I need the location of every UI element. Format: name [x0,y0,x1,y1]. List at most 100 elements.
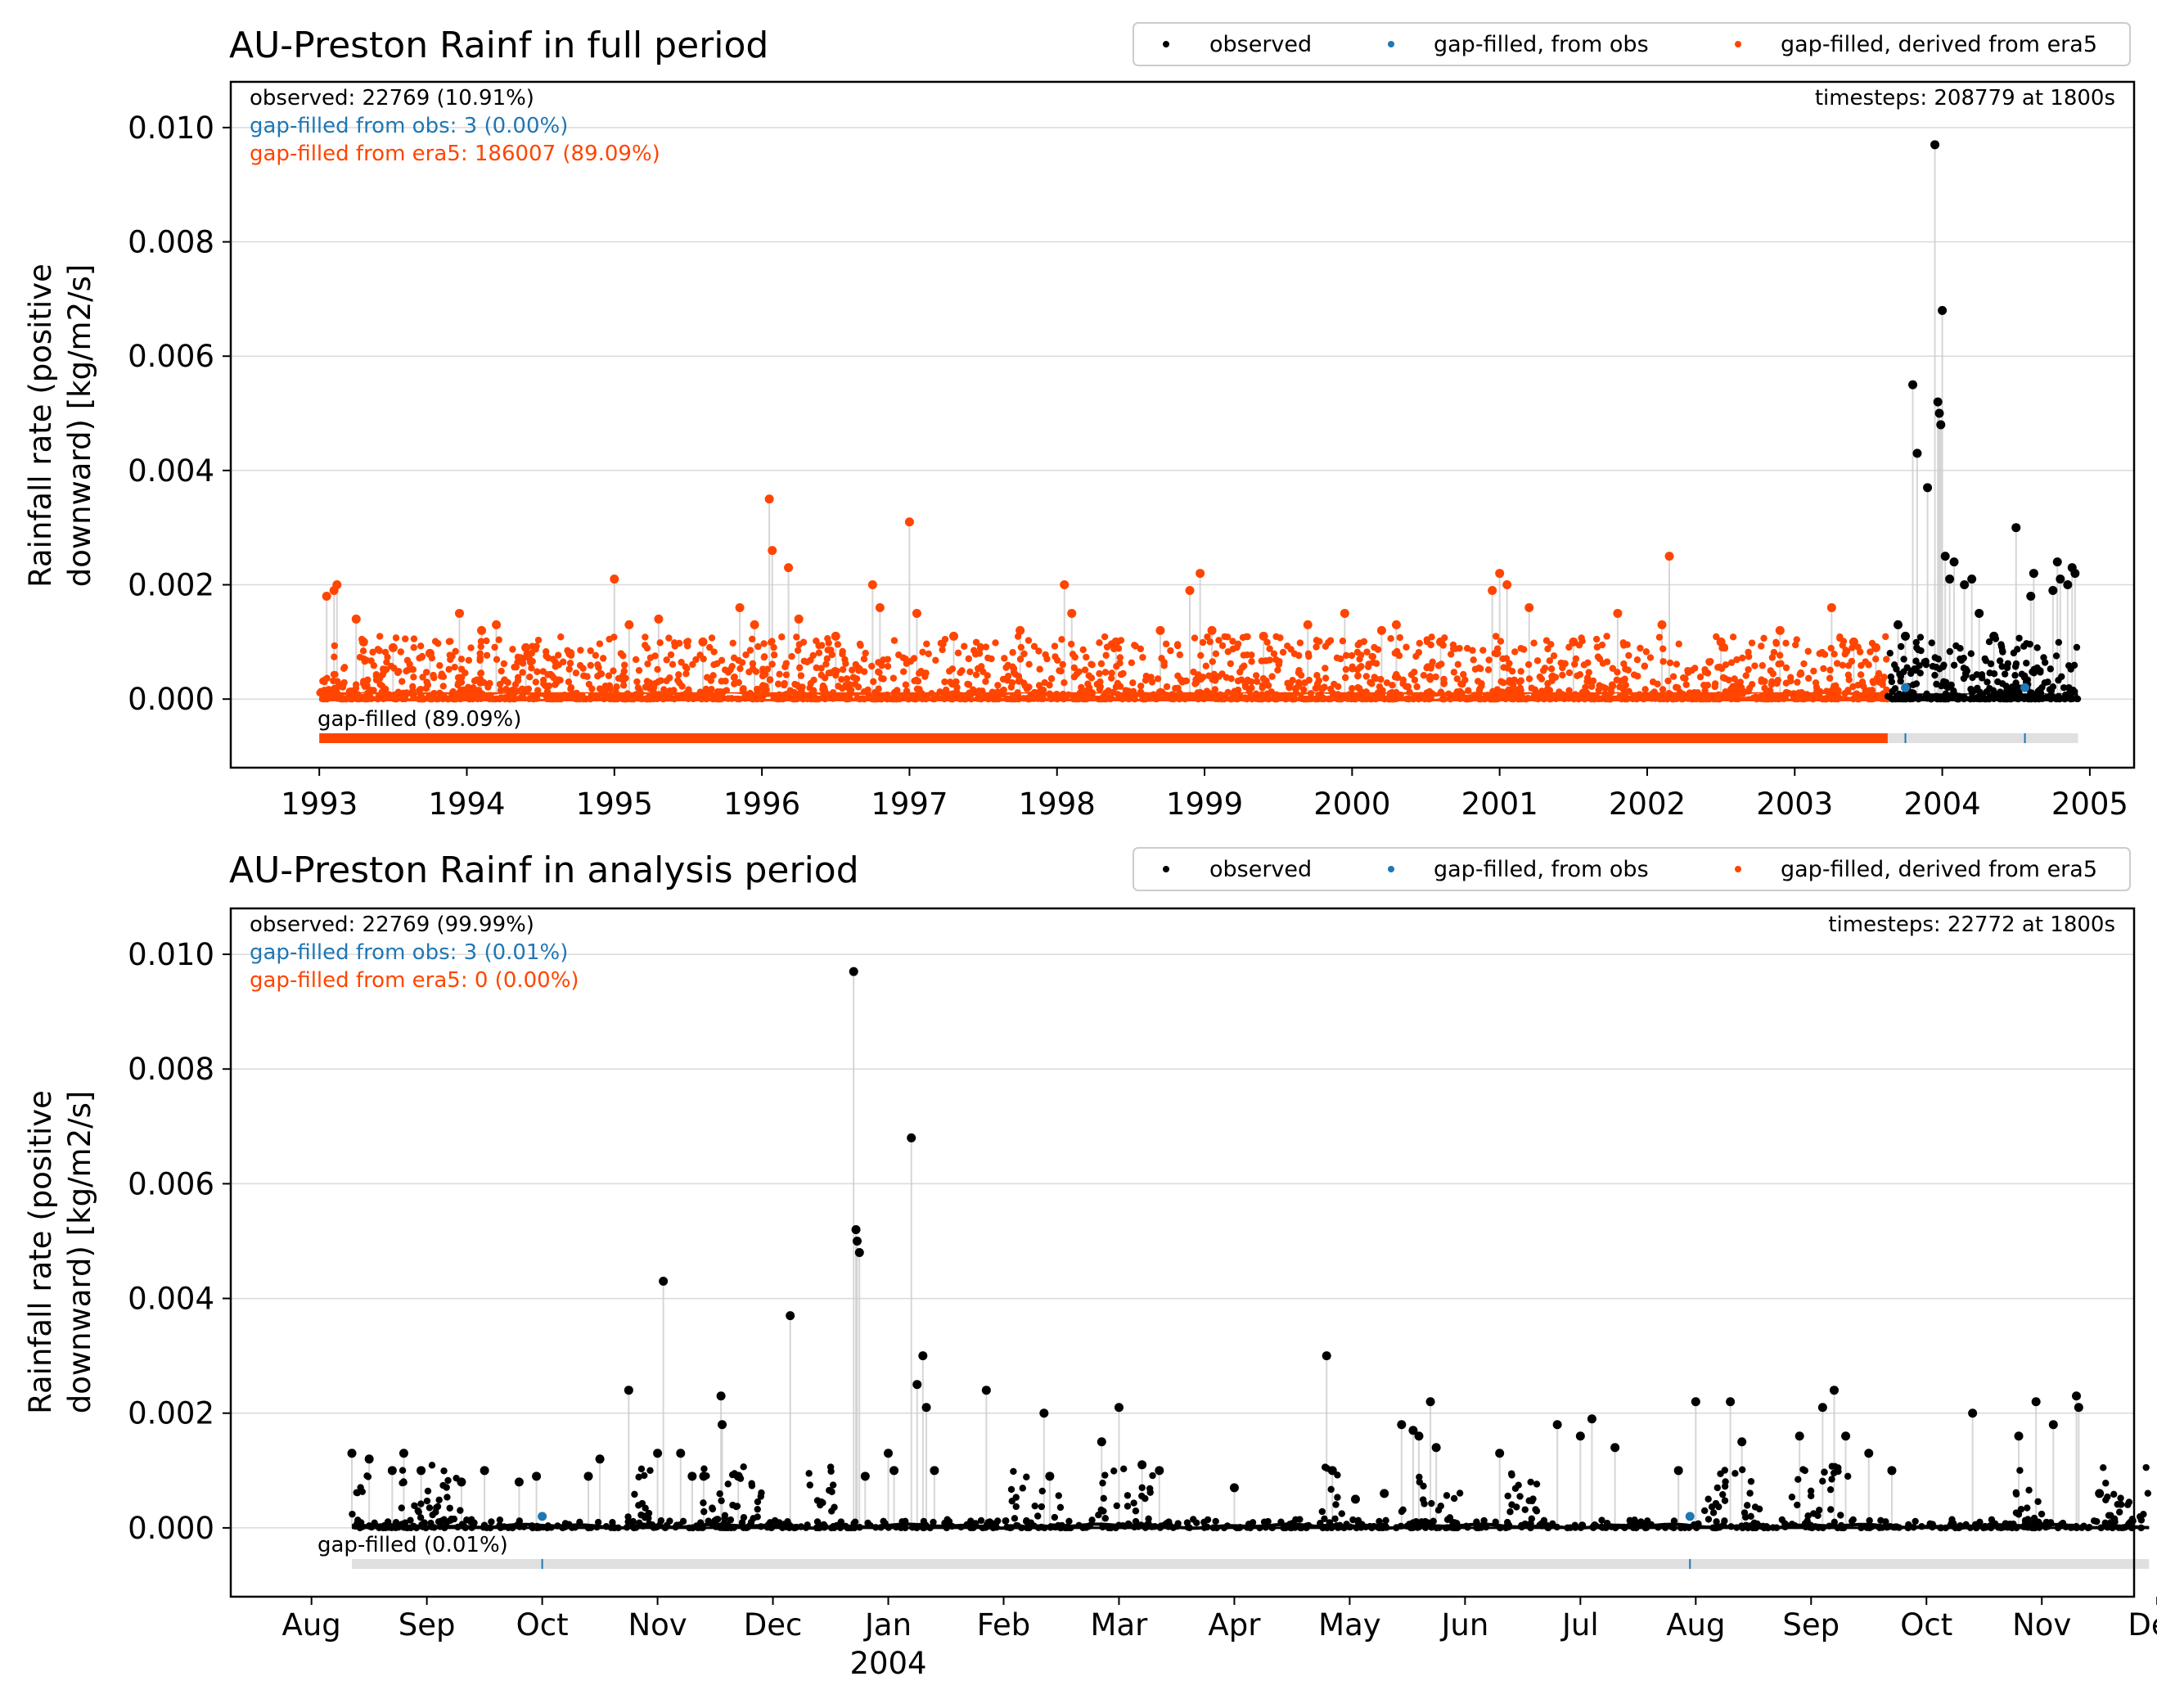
data-point [2052,557,2062,567]
data-point [568,693,575,701]
data-point [477,675,484,683]
data-point [1617,677,1625,685]
data-point [462,669,469,677]
data-point [1866,1516,1873,1525]
data-point [2060,684,2068,692]
data-point [502,695,511,702]
data-point [1614,669,1621,676]
data-point [1696,673,1704,681]
data-point [786,693,793,701]
data-point [1055,1492,1062,1499]
data-point [875,685,882,692]
data-point [716,1490,723,1498]
data-point [1484,666,1493,674]
data-point [854,1248,864,1257]
data-point [862,649,869,657]
data-point [1437,688,1445,696]
data-point [925,650,932,658]
data-point [2110,1490,2118,1498]
data-point [2144,1489,2152,1497]
data-point [1015,678,1022,685]
axes-frame [229,907,2136,1598]
data-point [363,656,371,664]
data-point [1948,1519,1956,1527]
data-point [1960,580,1970,590]
data-point [1220,695,1227,703]
data-point [1648,690,1656,698]
data-point [1823,687,1831,695]
data-point [2105,1512,2113,1519]
data-point [438,673,445,680]
data-point [1826,1522,1833,1530]
data-point [2140,1511,2147,1518]
data-point [410,635,418,642]
data-point [1338,1510,1345,1517]
data-point [2048,1420,2058,1430]
data-point [1047,1524,1054,1531]
data-point [2117,1494,2124,1502]
data-point [1716,637,1726,647]
data-point [999,675,1007,683]
data-point [1866,687,1873,694]
x-tick-label: 2002 [1609,786,1686,822]
data-point [1719,1521,1727,1529]
data-point [810,687,817,694]
data-point [1994,1524,2002,1531]
data-point [675,671,682,678]
data-point [1260,1518,1268,1525]
data-point [1785,689,1793,697]
data-point [718,1420,727,1430]
data-point [670,695,678,702]
data-point [1893,665,1900,673]
data-point [612,688,619,696]
data-point [839,647,846,656]
data-point [509,646,516,653]
data-point [870,678,877,686]
data-point [2042,694,2051,701]
data-point [810,676,817,684]
grid-layer [231,127,2134,700]
data-point [1408,1426,1418,1435]
data-point [1934,408,1944,418]
x-tick-label: Jan [863,1607,912,1643]
data-point [1199,638,1207,647]
data-point [1029,1521,1037,1530]
data-point [1056,1503,1065,1512]
data-point [1631,1516,1638,1524]
data-point [1934,695,1941,703]
data-point [715,695,723,703]
data-point [1020,650,1028,658]
data-point [477,625,487,635]
data-point [1875,670,1883,678]
data-point [1794,678,1801,686]
data-point [1849,1517,1856,1525]
legend-marker-gapfilled-era5 [1735,866,1741,872]
data-point [1887,1466,1897,1476]
data-point [646,1467,654,1474]
data-point [1211,677,1219,684]
data-point [590,692,597,700]
data-point [679,1517,687,1525]
data-point [666,687,673,695]
data-point [374,646,382,653]
data-point [902,681,910,688]
data-point [930,1518,937,1526]
data-point [687,1471,697,1481]
data-point [2048,586,2058,596]
data-point [1368,1524,1376,1532]
data-point [1546,687,1554,694]
data-point [496,1516,504,1524]
data-point [1841,690,1849,697]
data-point [2110,1523,2119,1530]
data-point [1772,1524,1781,1531]
data-point [1223,674,1230,681]
data-point [577,647,584,654]
data-point [1279,648,1287,656]
data-point [1807,1487,1815,1495]
data-point [486,692,494,699]
data-point [632,656,640,664]
data-point [1263,638,1271,647]
data-point [623,1524,631,1531]
data-point [1646,654,1655,661]
data-point [538,1512,547,1521]
